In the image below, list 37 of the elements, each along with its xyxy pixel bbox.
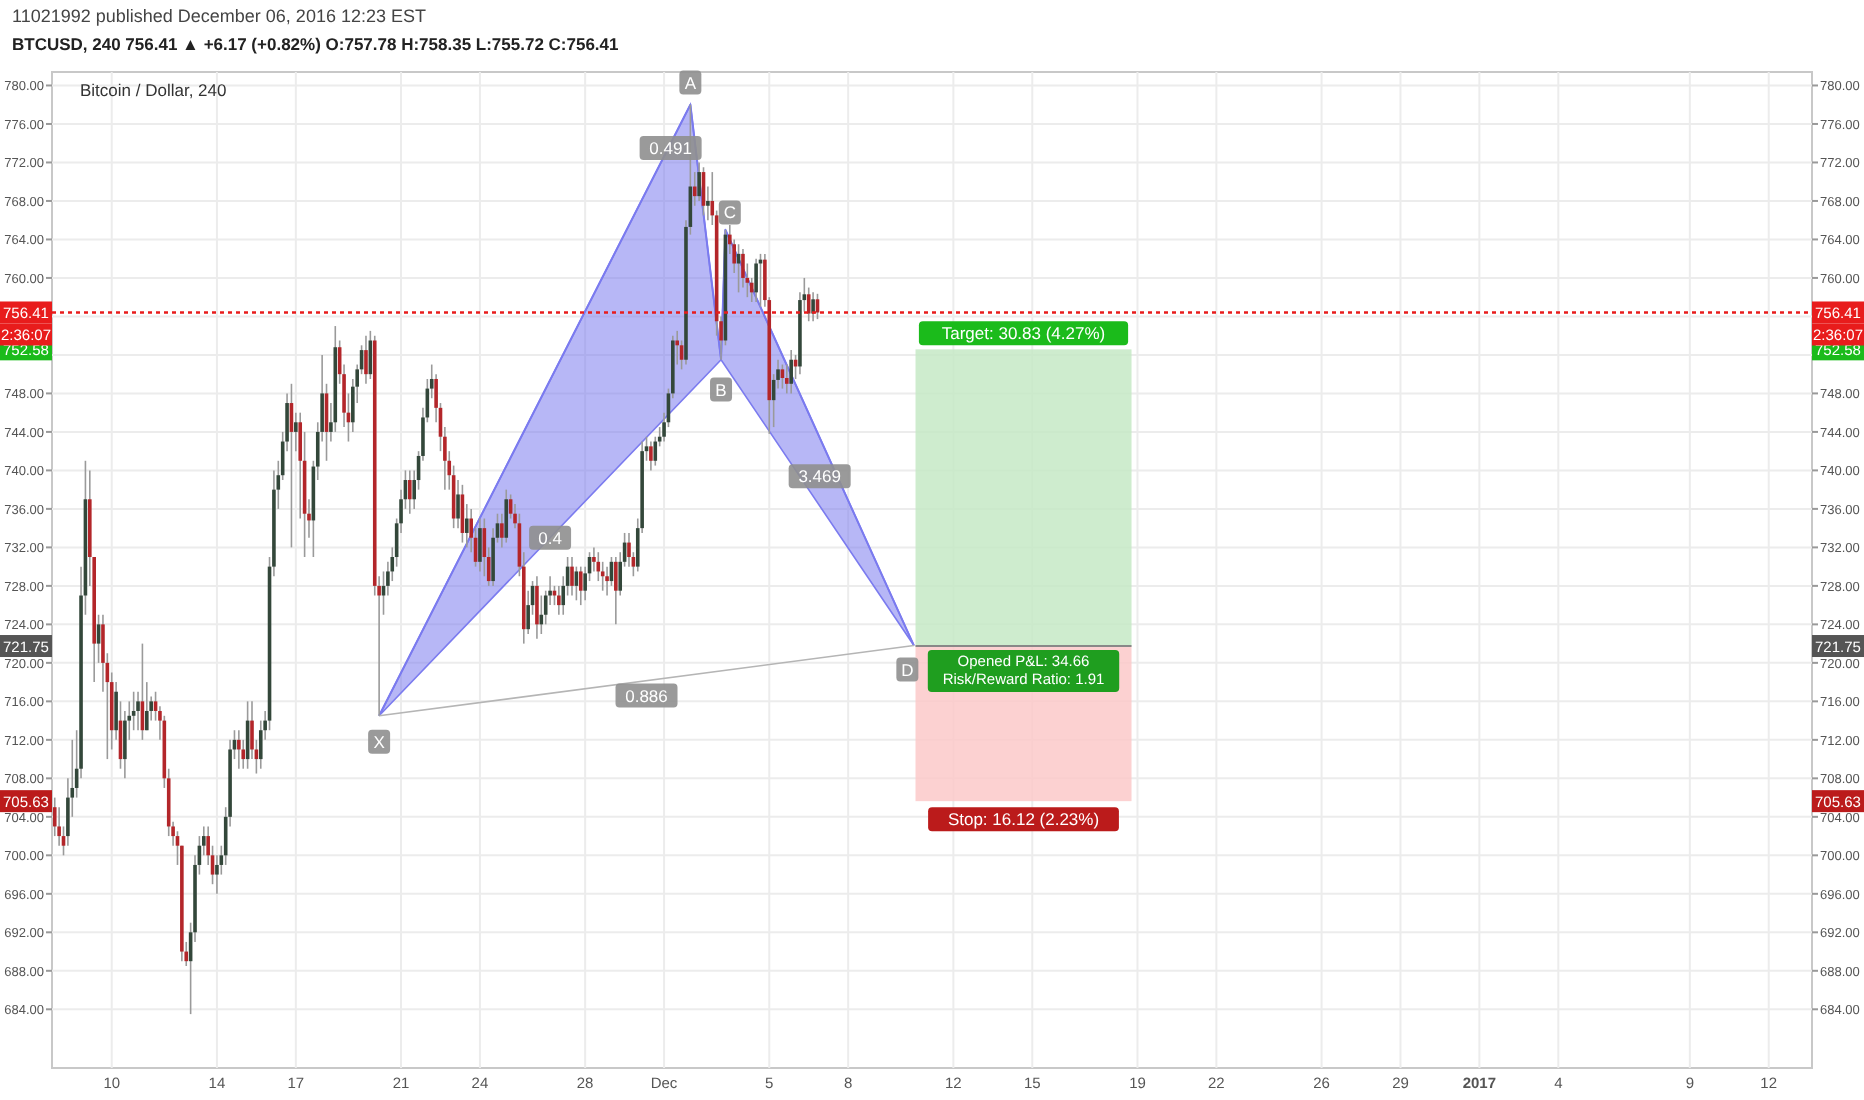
candlestick — [741, 248, 745, 289]
candlestick — [811, 291, 815, 323]
candlestick — [237, 729, 241, 770]
candlestick — [504, 488, 509, 544]
annotation: D — [901, 659, 914, 680]
candlestick — [789, 349, 793, 395]
candlestick — [627, 532, 631, 568]
candlestick — [806, 286, 811, 323]
candlestick — [570, 556, 574, 597]
candlestick — [57, 806, 61, 847]
annotation: X — [373, 731, 386, 752]
candlestick — [364, 334, 368, 385]
candlestick — [478, 517, 482, 573]
candlestick — [754, 257, 758, 303]
candlestick — [614, 556, 618, 626]
annotation: B — [715, 379, 728, 400]
annotation: 0.491 — [649, 138, 693, 159]
chart-subtitle: BTCUSD, 240 756.41 ▲ +6.17 (+0.82%) O:757.78 H:758.35 L:755.72 C:756.41 — [12, 34, 620, 54]
candlestick — [258, 719, 263, 770]
annotation: 3.469 — [798, 466, 842, 487]
annotation: 0.4 — [538, 527, 563, 548]
candlestick — [578, 565, 583, 606]
data-label: Stop: 16.12 (2.23%) — [947, 809, 1100, 830]
line-series — [378, 103, 915, 717]
candlestick — [653, 435, 658, 467]
annotation: C — [723, 202, 736, 223]
candlestick — [535, 575, 539, 640]
annotation: A — [684, 72, 697, 93]
data-label: Target: 30.83 (4.27%) — [941, 323, 1106, 344]
candlestick — [215, 854, 219, 895]
candlestick — [605, 565, 609, 597]
annotation: 0.886 — [625, 685, 669, 706]
candlestick — [408, 469, 412, 515]
text: 11021992 published December 06, 2016 12:23 EST — [12, 6, 427, 26]
candlestick — [649, 440, 653, 472]
text: Bitcoin / Dollar, 240 — [80, 80, 228, 100]
candlestick — [592, 546, 596, 573]
